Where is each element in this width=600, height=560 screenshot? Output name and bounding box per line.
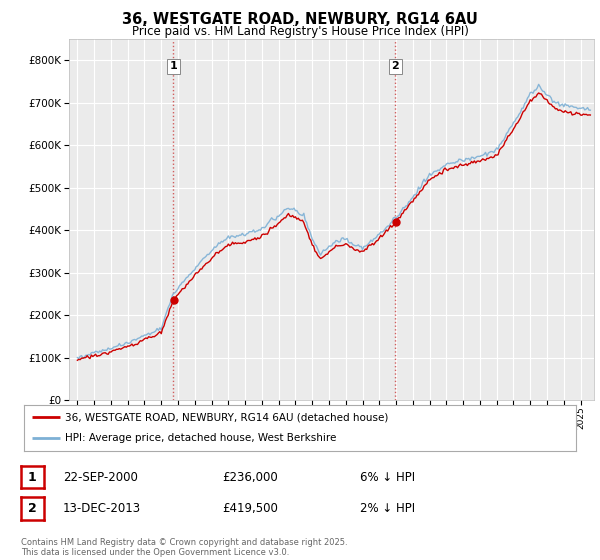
- Text: £419,500: £419,500: [222, 502, 278, 515]
- Text: HPI: Average price, detached house, West Berkshire: HPI: Average price, detached house, West…: [65, 433, 337, 444]
- Text: 13-DEC-2013: 13-DEC-2013: [63, 502, 141, 515]
- Text: 6% ↓ HPI: 6% ↓ HPI: [360, 470, 415, 484]
- Text: 1: 1: [169, 61, 177, 71]
- Text: 2% ↓ HPI: 2% ↓ HPI: [360, 502, 415, 515]
- Text: 22-SEP-2000: 22-SEP-2000: [63, 470, 138, 484]
- Text: 1: 1: [28, 470, 37, 484]
- Text: 36, WESTGATE ROAD, NEWBURY, RG14 6AU (detached house): 36, WESTGATE ROAD, NEWBURY, RG14 6AU (de…: [65, 412, 389, 422]
- Text: 2: 2: [28, 502, 37, 515]
- Text: 36, WESTGATE ROAD, NEWBURY, RG14 6AU: 36, WESTGATE ROAD, NEWBURY, RG14 6AU: [122, 12, 478, 27]
- Text: £236,000: £236,000: [222, 470, 278, 484]
- Text: 2: 2: [392, 61, 399, 71]
- Text: Contains HM Land Registry data © Crown copyright and database right 2025.
This d: Contains HM Land Registry data © Crown c…: [21, 538, 347, 557]
- Text: Price paid vs. HM Land Registry's House Price Index (HPI): Price paid vs. HM Land Registry's House …: [131, 25, 469, 38]
